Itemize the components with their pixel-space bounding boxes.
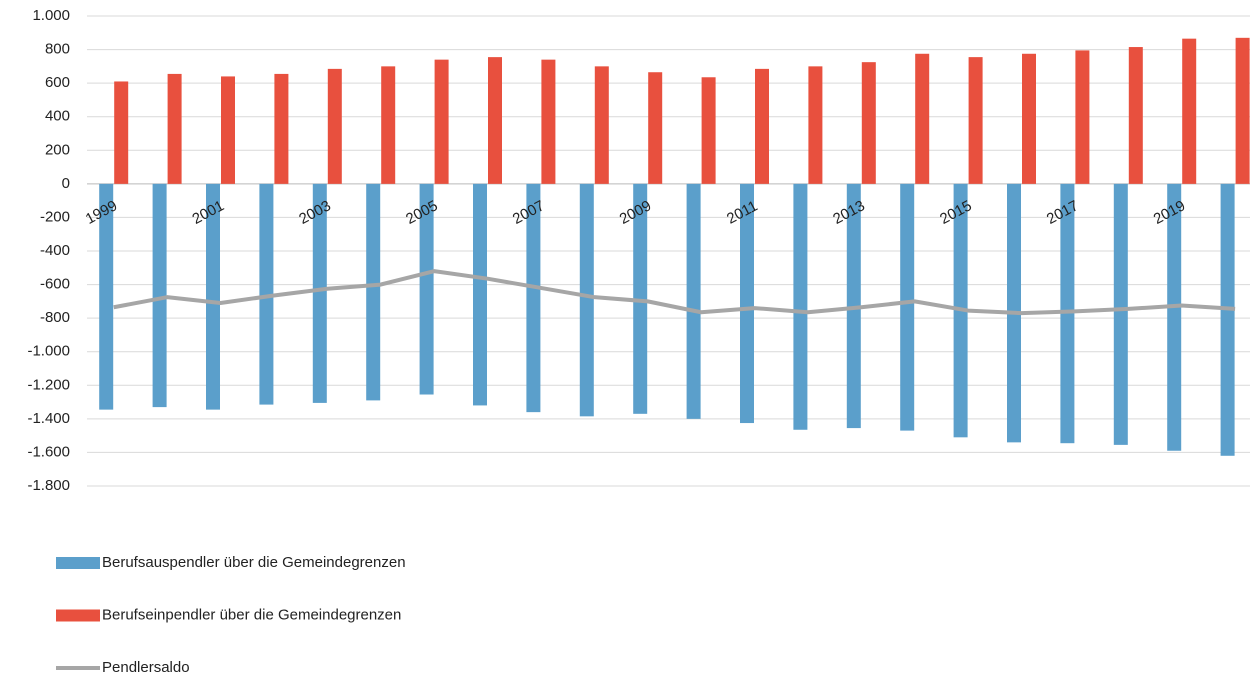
bar xyxy=(114,81,129,184)
y-tick-label: 1.000 xyxy=(32,7,70,24)
bar xyxy=(808,66,823,184)
bar xyxy=(473,183,487,406)
y-tick-label: -1.200 xyxy=(27,376,70,393)
y-tick-label: 0 xyxy=(62,175,70,192)
y-tick-label: 800 xyxy=(45,41,70,58)
bar xyxy=(579,183,594,417)
bar xyxy=(327,68,342,184)
bar xyxy=(594,66,609,184)
bar xyxy=(366,183,381,401)
bar xyxy=(793,183,808,430)
bar xyxy=(1220,183,1235,456)
y-tick-label: -400 xyxy=(40,242,70,259)
bar xyxy=(968,57,983,184)
bar xyxy=(1167,183,1182,451)
bar xyxy=(274,73,289,184)
bar xyxy=(312,183,327,403)
y-tick-label: 600 xyxy=(45,74,70,91)
bar xyxy=(152,183,167,408)
bar xyxy=(861,62,876,184)
legend-label: Pendlersaldo xyxy=(102,659,190,676)
bar xyxy=(1075,50,1090,184)
bar xyxy=(206,183,220,410)
y-tick-label: 200 xyxy=(45,141,70,158)
legend-swatch xyxy=(56,609,100,622)
bar xyxy=(1022,53,1036,184)
bar xyxy=(686,183,701,419)
legend-label: Berufsauspendler über die Gemeindegrenze… xyxy=(102,554,406,571)
y-tick-label: 400 xyxy=(45,108,70,125)
bar xyxy=(99,183,114,410)
bar xyxy=(221,76,235,184)
y-tick-label: -1.800 xyxy=(27,477,70,494)
y-tick-label: -1.600 xyxy=(27,443,70,460)
y-tick-label: -1.400 xyxy=(27,410,70,427)
bar xyxy=(915,53,930,184)
bar xyxy=(900,183,915,431)
bar xyxy=(740,183,754,424)
bar xyxy=(755,68,769,184)
bar xyxy=(488,57,502,184)
bar xyxy=(259,183,274,405)
y-tick-label: -1.000 xyxy=(27,343,70,360)
bar xyxy=(541,59,556,184)
legend-swatch xyxy=(56,557,100,569)
bar xyxy=(648,72,663,184)
bar xyxy=(701,77,716,184)
bar xyxy=(167,73,182,184)
y-tick-label: -800 xyxy=(40,309,70,326)
bar xyxy=(381,66,396,184)
bar xyxy=(419,183,434,395)
bar xyxy=(526,183,541,413)
bar xyxy=(1182,38,1197,184)
bar xyxy=(1128,47,1143,184)
y-tick-label: -600 xyxy=(40,276,70,293)
bar xyxy=(434,59,449,184)
bar xyxy=(1235,37,1250,184)
bar xyxy=(1113,183,1128,445)
y-tick-label: -200 xyxy=(40,208,70,225)
line xyxy=(113,269,1236,316)
legend-label: Berufseinpendler über die Gemeindegrenze… xyxy=(102,606,401,623)
